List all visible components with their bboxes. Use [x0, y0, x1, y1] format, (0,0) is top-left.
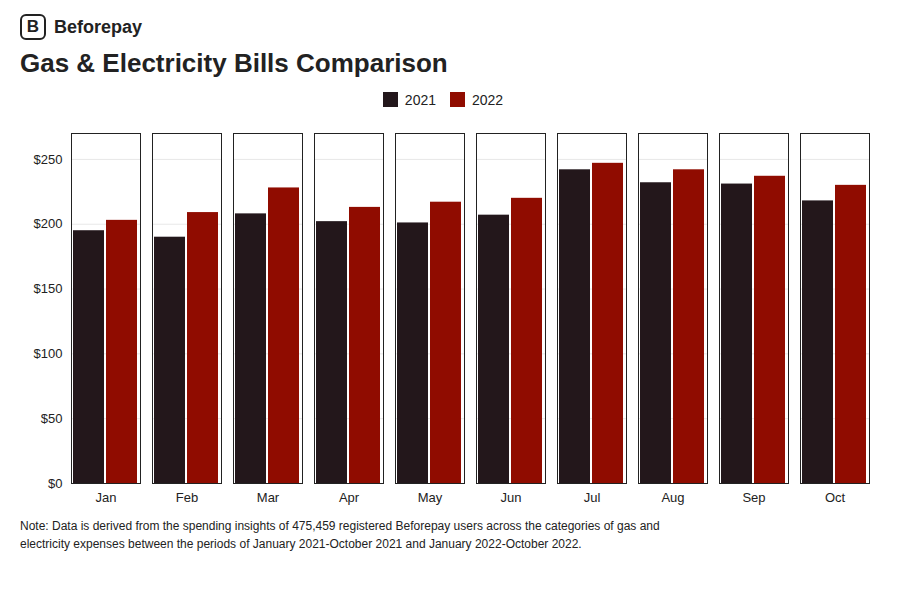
html-text:2022: 2022 — [472, 91, 504, 108]
svg-text:Jan: Jan — [96, 490, 117, 505]
svg-text:Aug: Aug — [661, 490, 684, 505]
html-text:electricity expenses between t: electricity expenses between the periods… — [20, 537, 582, 551]
svg-text:$250: $250 — [34, 152, 63, 167]
svg-text:$100: $100 — [34, 346, 63, 361]
svg-text:Sep: Sep — [742, 490, 765, 505]
svg-text:Mar: Mar — [257, 490, 280, 505]
html-text:B: B — [26, 17, 40, 36]
html-text:2021: 2021 — [404, 91, 436, 108]
svg-text:Jun: Jun — [501, 490, 522, 505]
svg-text:$0: $0 — [48, 476, 62, 491]
svg-text:Apr: Apr — [339, 490, 360, 505]
svg-text:Jul: Jul — [584, 490, 601, 505]
html-text:Beforepay: Beforepay — [54, 16, 142, 37]
svg-text:Oct: Oct — [825, 490, 846, 505]
svg-text:May: May — [418, 490, 443, 505]
svg-text:$200: $200 — [34, 216, 63, 231]
html-text:Gas & Electricity Bills Compar: Gas & Electricity Bills Comparison — [20, 48, 448, 78]
svg-text:$50: $50 — [41, 411, 63, 426]
svg-text:$150: $150 — [34, 281, 63, 296]
svg-text:Feb: Feb — [176, 490, 198, 505]
html-text:Note: Data is derived from the: Note: Data is derived from the spending … — [20, 519, 660, 533]
